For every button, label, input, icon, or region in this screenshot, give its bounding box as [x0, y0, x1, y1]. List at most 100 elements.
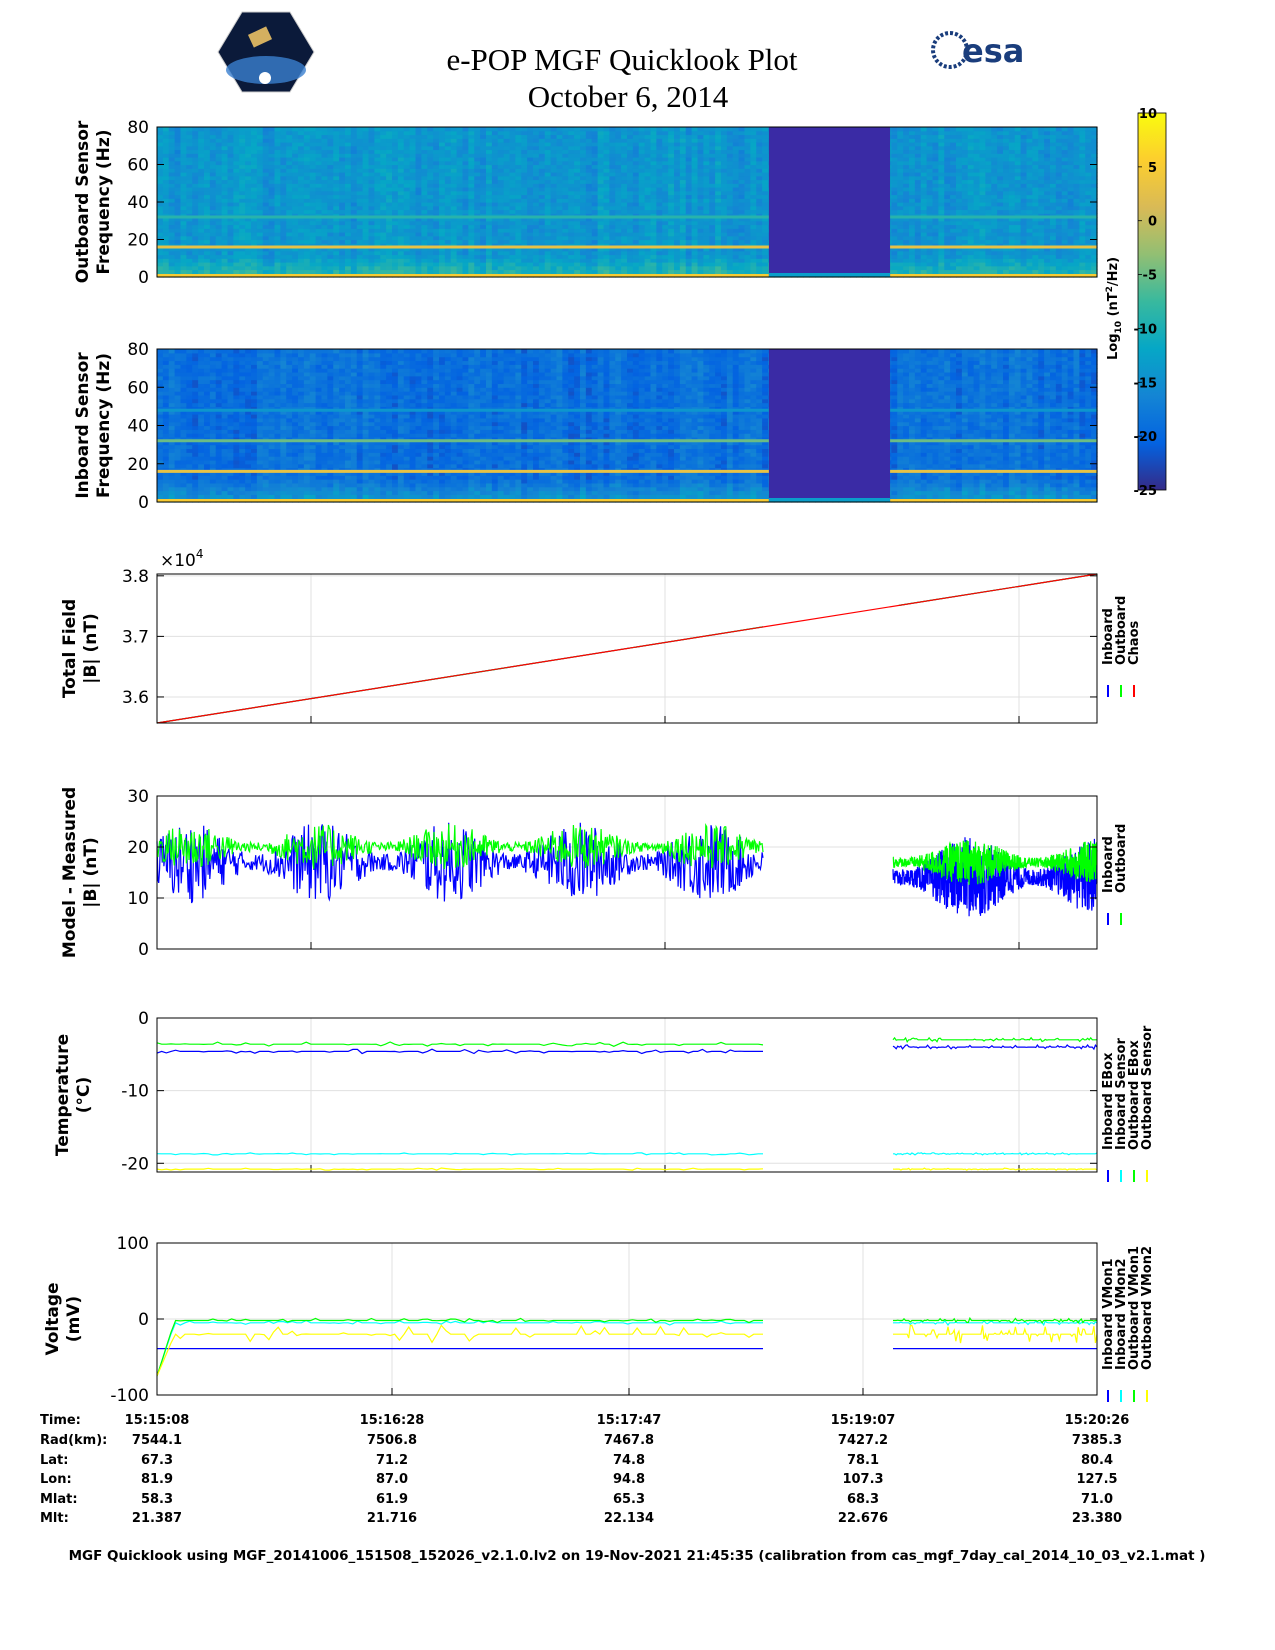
- spectrogram-cell: [698, 168, 704, 172]
- spectrogram-cell: [568, 187, 574, 191]
- spectrogram-cell: [651, 172, 657, 176]
- spectrogram-cell: [386, 138, 392, 142]
- spectrogram-cell: [586, 183, 592, 187]
- spectrogram-cell: [468, 228, 474, 232]
- spectrogram-cell: [574, 176, 580, 180]
- spectrogram-cell: [210, 161, 216, 165]
- spectrogram-cell: [562, 161, 568, 165]
- spectrogram-cell: [304, 255, 310, 259]
- spectrogram-cell: [357, 187, 363, 191]
- spectrogram-cell: [169, 221, 175, 225]
- spectrogram-cell: [263, 146, 269, 150]
- spectrogram-cell: [750, 176, 756, 180]
- spectrogram-cell: [680, 258, 686, 262]
- spectrogram-cell: [222, 236, 228, 240]
- spectrogram-cell: [245, 153, 251, 157]
- spectrogram-cell: [286, 180, 292, 184]
- spectrogram-cell: [228, 191, 234, 195]
- spectrogram-cell: [163, 146, 169, 150]
- spectrogram-cell: [245, 262, 251, 266]
- spectrogram-cell: [480, 228, 486, 232]
- spectrogram-cell: [539, 157, 545, 161]
- spectrogram-cell: [645, 183, 651, 187]
- spectrogram-cell: [656, 251, 662, 255]
- spectrogram-cell: [551, 150, 557, 154]
- spectrogram-cell: [157, 251, 163, 255]
- spectrogram-cell: [486, 225, 492, 229]
- spectrogram-cell: [163, 138, 169, 142]
- spectrogram-cell: [175, 157, 181, 161]
- spectrogram-cell: [327, 180, 333, 184]
- spectrogram-cell: [750, 206, 756, 210]
- spectrogram-cell: [633, 165, 639, 169]
- spectrogram-cell: [709, 266, 715, 270]
- spectrogram-cell: [269, 198, 275, 202]
- spectrogram-cell: [316, 225, 322, 229]
- spectrogram-cell: [421, 195, 427, 199]
- spectrogram-cell: [451, 146, 457, 150]
- spectrogram-cell: [310, 142, 316, 146]
- spectrogram-cell: [163, 131, 169, 135]
- spectrogram-cell: [750, 198, 756, 202]
- spectrogram-cell: [280, 161, 286, 165]
- spectrogram-cell: [668, 221, 674, 225]
- spectrogram-cell: [345, 187, 351, 191]
- spectrogram-cell: [510, 225, 516, 229]
- spectrogram-cell: [192, 150, 198, 154]
- spectrogram-cell: [698, 236, 704, 240]
- spectrogram-cell: [692, 138, 698, 142]
- spectrogram-cell: [709, 232, 715, 236]
- spectrogram-cell: [562, 176, 568, 180]
- spectrogram-cell: [580, 135, 586, 139]
- spectrogram-cell: [586, 131, 592, 135]
- spectrogram-cell: [451, 228, 457, 232]
- spectrogram-cell: [292, 150, 298, 154]
- spectrogram-cell: [480, 127, 486, 131]
- spectrogram-cell: [645, 180, 651, 184]
- spectrogram-cell: [210, 157, 216, 161]
- spectrogram-cell: [745, 206, 751, 210]
- spectrogram-cell: [480, 221, 486, 225]
- spectrogram-cell: [521, 161, 527, 165]
- spectrogram-cell: [292, 138, 298, 142]
- spectrogram-cell: [304, 131, 310, 135]
- spectrogram-cell: [468, 127, 474, 131]
- spectrogram-cell: [310, 202, 316, 206]
- spectrogram-cell: [463, 135, 469, 139]
- spectrogram-cell: [633, 150, 639, 154]
- spectrogram-cell: [463, 255, 469, 259]
- spectrogram-cell: [269, 187, 275, 191]
- spectrogram-cell: [169, 153, 175, 157]
- spectrogram-cell: [163, 183, 169, 187]
- spectrogram-cell: [615, 202, 621, 206]
- spectrogram-cell: [692, 131, 698, 135]
- spectrogram-cell: [680, 131, 686, 135]
- spectrogram-cell: [333, 131, 339, 135]
- spectrogram-cell: [651, 195, 657, 199]
- spectrogram-cell: [192, 157, 198, 161]
- spectrogram-cell: [333, 206, 339, 210]
- spectrogram-cell: [304, 232, 310, 236]
- spectrogram-cell: [698, 191, 704, 195]
- spectrogram-cell: [486, 232, 492, 236]
- spectrogram-cell: [339, 255, 345, 259]
- spectrogram-cell: [651, 221, 657, 225]
- spectrogram-cell: [210, 198, 216, 202]
- spectrogram-cell: [551, 176, 557, 180]
- spectrogram-cell: [586, 255, 592, 259]
- spectrogram-cell: [515, 183, 521, 187]
- spectrogram-cell: [598, 202, 604, 206]
- spectrogram-cell: [586, 240, 592, 244]
- spectrogram-cell: [709, 240, 715, 244]
- spectrogram-cell: [510, 232, 516, 236]
- spectrogram-cell: [463, 142, 469, 146]
- spectrogram-cell: [410, 210, 416, 214]
- spectrogram-cell: [762, 225, 768, 229]
- spectrogram-cell: [492, 236, 498, 240]
- spectrogram-cell: [363, 262, 369, 266]
- spectrogram-cell: [292, 183, 298, 187]
- spectrogram-cell: [468, 195, 474, 199]
- spectrogram-cell: [521, 180, 527, 184]
- spectrogram-cell: [468, 255, 474, 259]
- spectrogram-cell: [633, 135, 639, 139]
